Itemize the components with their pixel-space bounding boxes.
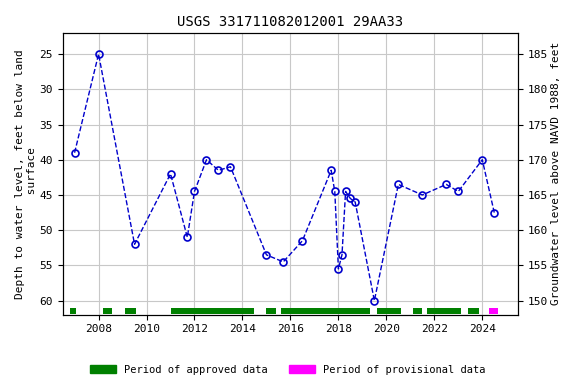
Bar	[413, 308, 422, 314]
Bar	[70, 308, 76, 314]
Bar	[377, 308, 401, 314]
Y-axis label: Groundwater level above NAVD 1988, feet: Groundwater level above NAVD 1988, feet	[551, 42, 561, 305]
Bar	[103, 308, 112, 314]
Bar	[427, 308, 461, 314]
Y-axis label: Depth to water level, feet below land
 surface: Depth to water level, feet below land su…	[15, 49, 37, 299]
Bar	[490, 308, 498, 314]
Bar	[267, 308, 276, 314]
Legend: Period of approved data, Period of provisional data: Period of approved data, Period of provi…	[86, 361, 490, 379]
Bar	[125, 308, 136, 314]
Bar	[170, 308, 255, 314]
Bar	[468, 308, 479, 314]
Bar	[281, 308, 370, 314]
Title: USGS 331711082012001 29AA33: USGS 331711082012001 29AA33	[177, 15, 403, 29]
